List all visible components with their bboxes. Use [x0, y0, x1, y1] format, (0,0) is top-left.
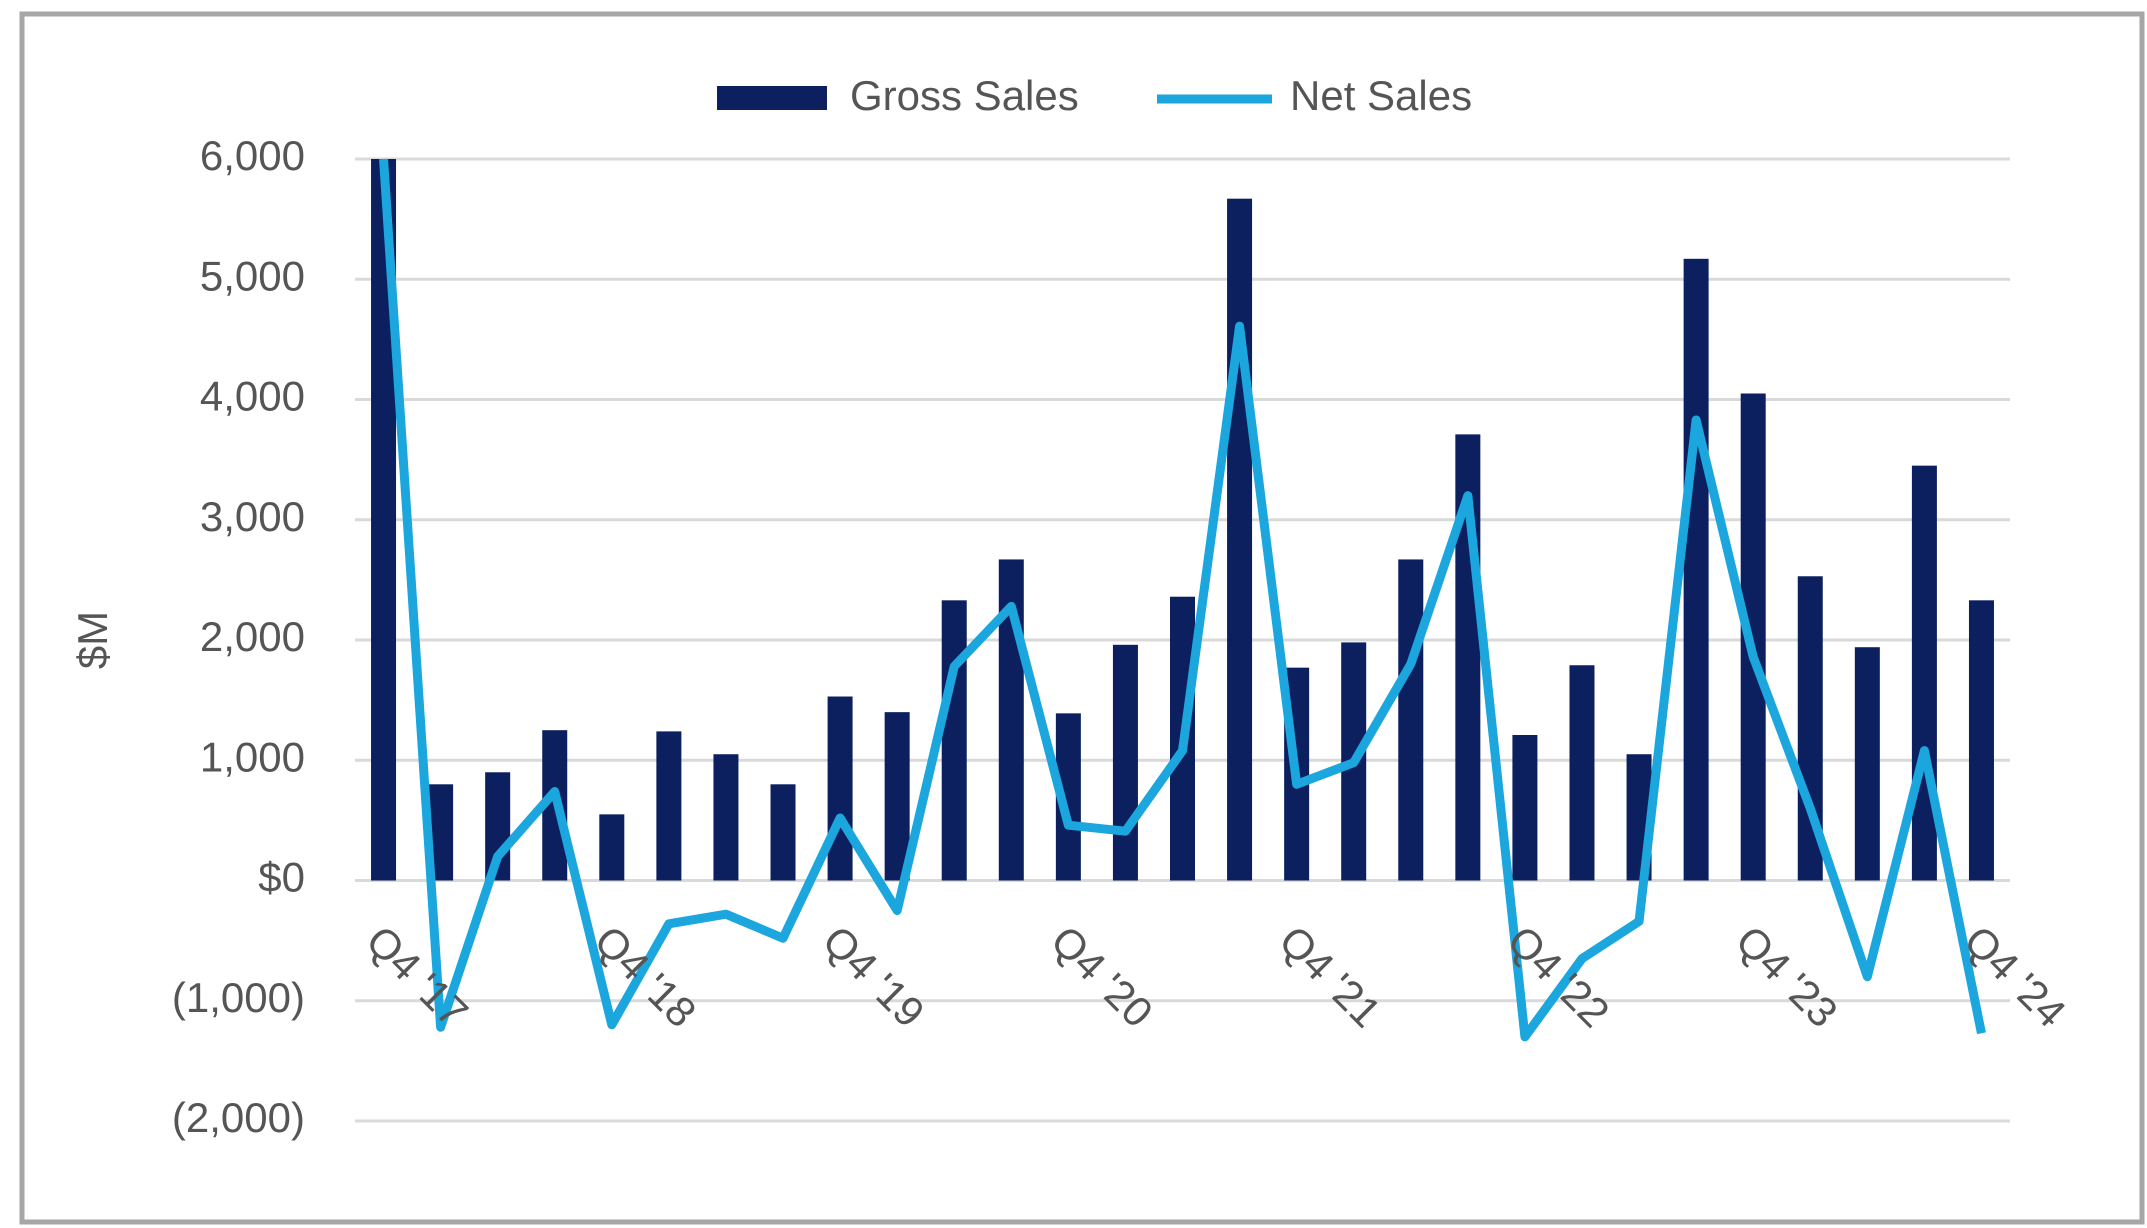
bar — [1112, 644, 1138, 881]
bar — [1911, 465, 1937, 881]
bar — [1968, 600, 1994, 881]
y-tick-label: 6,000 — [200, 132, 305, 179]
bar — [770, 784, 796, 881]
y-tick-label: $0 — [258, 854, 305, 901]
legend-label: Gross Sales — [850, 72, 1079, 119]
bar — [1683, 258, 1709, 881]
y-tick-label: 3,000 — [200, 493, 305, 540]
bar — [941, 600, 967, 881]
y-tick-label: (2,000) — [172, 1094, 305, 1141]
frame — [19, 11, 2145, 1225]
bar — [1854, 647, 1880, 881]
bar — [599, 814, 625, 881]
legend-swatch — [717, 86, 827, 110]
bar — [1398, 559, 1424, 881]
y-tick-label: 1,000 — [200, 733, 305, 780]
bar — [827, 696, 853, 881]
bar — [1512, 734, 1538, 881]
y-tick-label: 5,000 — [200, 252, 305, 299]
bar — [1227, 198, 1253, 881]
bar — [1569, 665, 1595, 881]
bar — [656, 731, 682, 881]
legend-label: Net Sales — [1290, 72, 1472, 119]
y-tick-label: 2,000 — [200, 613, 305, 660]
bar — [884, 712, 910, 881]
y-axis-label: $M — [69, 611, 116, 669]
bar — [713, 754, 739, 881]
y-tick-label: (1,000) — [172, 974, 305, 1021]
y-tick-label: 4,000 — [200, 373, 305, 420]
line — [379, 158, 1986, 1042]
